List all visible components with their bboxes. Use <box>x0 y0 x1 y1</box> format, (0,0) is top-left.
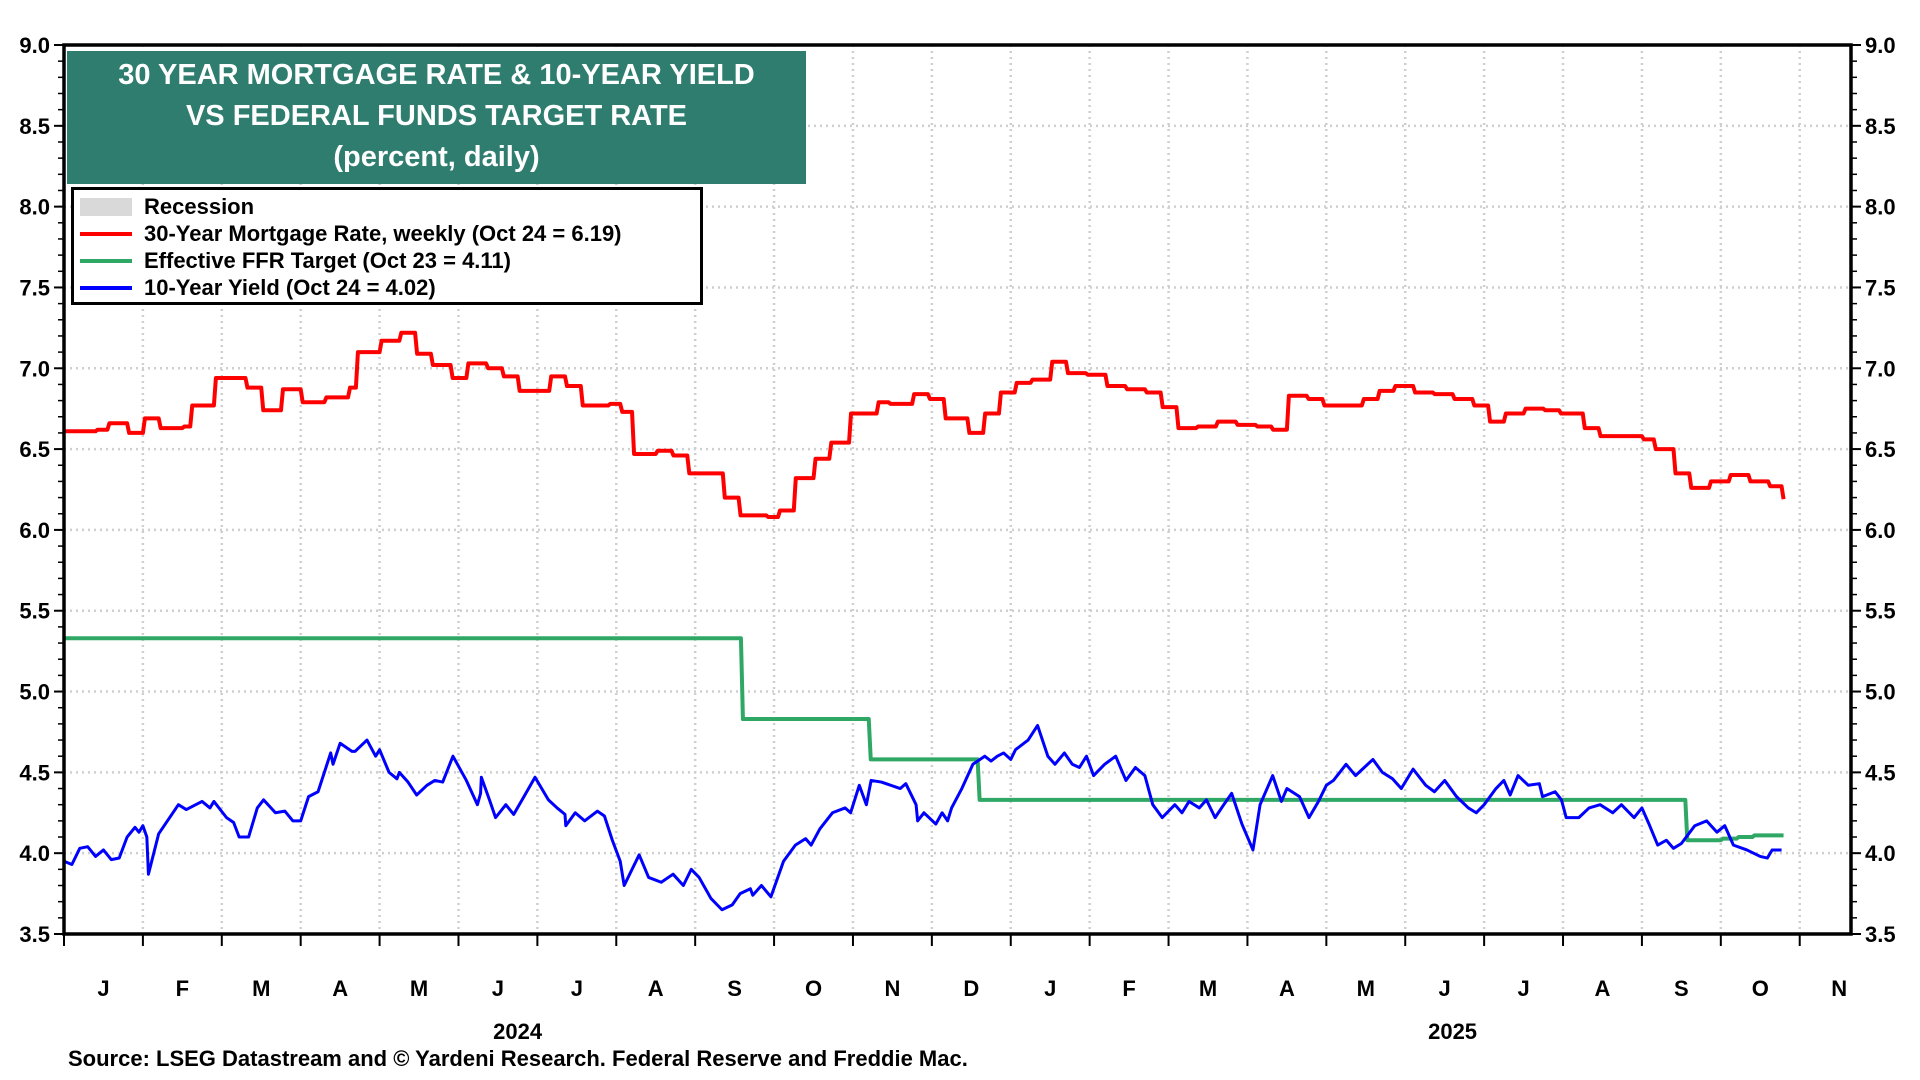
legend-swatch-ffr <box>80 258 132 263</box>
x-tick-label: J <box>1044 976 1056 1001</box>
y-tick-label-left: 7.0 <box>19 356 50 381</box>
y-tick-label-right: 8.5 <box>1865 114 1896 139</box>
chart-title-line-3: (percent, daily) <box>333 141 540 173</box>
x-tick-label: A <box>1595 976 1611 1001</box>
y-tick-label-left: 7.5 <box>19 275 50 300</box>
x-tick-label: J <box>571 976 583 1001</box>
y-tick-label-right: 3.5 <box>1865 922 1896 947</box>
x-tick-label: N <box>884 976 900 1001</box>
y-tick-label-left: 5.0 <box>19 680 50 705</box>
legend-label: Recession <box>144 193 255 219</box>
y-tick-label-left: 3.5 <box>19 922 50 947</box>
chart-title-line-2: VS FEDERAL FUNDS TARGET RATE <box>185 100 688 132</box>
x-tick-label: F <box>1122 976 1135 1001</box>
y-tick-label-right: 6.0 <box>1865 518 1896 543</box>
legend-label: 30-Year Mortgage Rate, weekly (Oct 24 = … <box>144 220 622 246</box>
x-tick-label: F <box>176 976 189 1001</box>
y-tick-label-left: 8.0 <box>19 195 50 220</box>
chart-title: 30 YEAR MORTGAGE RATE & 10-YEAR YIELD VS… <box>67 51 806 184</box>
x-tick-label: D <box>963 976 979 1001</box>
legend-swatch-yield <box>80 285 132 290</box>
axes: 3.5 3.5 4.0 4.0 4.5 4.5 5.0 5.0 5.5 5.5 6.0 6.0 6.5 6… <box>19 33 1895 1044</box>
y-tick-label-left: 8.5 <box>19 114 50 139</box>
legend-swatch-recession <box>80 197 132 216</box>
x-tick-label: J <box>97 976 109 1001</box>
plot-frame <box>62 43 1853 936</box>
y-tick-label-right: 5.5 <box>1865 599 1896 624</box>
y-tick-label-right: 4.5 <box>1865 760 1896 785</box>
x-year-label: 2025 <box>1428 1019 1477 1044</box>
series-layer <box>63 330 1786 912</box>
legend-item-yield: 10-Year Yield (Oct 24 = 4.02) <box>80 274 694 301</box>
legend-label: 10-Year Yield (Oct 24 = 4.02) <box>144 274 436 300</box>
y-tick-label-right: 7.0 <box>1865 356 1896 381</box>
y-tick-label-right: 4.0 <box>1865 841 1896 866</box>
x-tick-label: J <box>492 976 504 1001</box>
y-tick-label-right: 7.5 <box>1865 275 1896 300</box>
legend-item-recession: Recession <box>80 193 694 220</box>
legend-label: Effective FFR Target (Oct 23 = 4.11) <box>144 247 511 273</box>
y-tick-label-right: 5.0 <box>1865 680 1896 705</box>
x-tick-label: A <box>648 976 664 1001</box>
x-tick-label: S <box>1674 976 1689 1001</box>
x-tick-label: J <box>1517 976 1529 1001</box>
series-line-10-year-yield <box>63 723 1782 912</box>
y-tick-label-left: 4.5 <box>19 760 50 785</box>
x-tick-label: O <box>1752 976 1769 1001</box>
legend: Recession 30-Year Mortgage Rate, weekly … <box>71 187 703 305</box>
y-tick-label-right: 9.0 <box>1865 33 1896 58</box>
y-tick-label-right: 6.5 <box>1865 437 1896 462</box>
x-tick-label: A <box>332 976 348 1001</box>
x-tick-label: O <box>805 976 822 1001</box>
series-line-effective-ffr-target <box>64 636 1784 843</box>
x-tick-label: S <box>727 976 742 1001</box>
legend-item-ffr: Effective FFR Target (Oct 23 = 4.11) <box>80 247 694 274</box>
y-tick-label-right: 8.0 <box>1865 195 1896 220</box>
chart-title-line-1: 30 YEAR MORTGAGE RATE & 10-YEAR YIELD <box>118 59 755 91</box>
x-year-label: 2024 <box>493 1019 543 1044</box>
x-tick-label: M <box>252 976 270 1001</box>
x-tick-label: M <box>1357 976 1375 1001</box>
y-tick-label-left: 9.0 <box>19 33 50 58</box>
x-tick-label: M <box>410 976 428 1001</box>
series-line-30-year-mortgage-rate-weekly <box>64 330 1786 519</box>
legend-swatch-mortgage <box>80 231 132 236</box>
x-tick-label: N <box>1831 976 1847 1001</box>
source-note: Source: LSEG Datastream and © Yardeni Re… <box>68 1046 968 1071</box>
y-tick-label-left: 5.5 <box>19 599 50 624</box>
y-tick-label-left: 4.0 <box>19 841 50 866</box>
grid <box>64 45 1851 934</box>
x-tick-label: A <box>1279 976 1295 1001</box>
legend-item-mortgage: 30-Year Mortgage Rate, weekly (Oct 24 = … <box>80 220 694 247</box>
x-tick-label: J <box>1439 976 1451 1001</box>
y-tick-label-left: 6.0 <box>19 518 50 543</box>
y-tick-label-left: 6.5 <box>19 437 50 462</box>
x-tick-label: M <box>1199 976 1217 1001</box>
